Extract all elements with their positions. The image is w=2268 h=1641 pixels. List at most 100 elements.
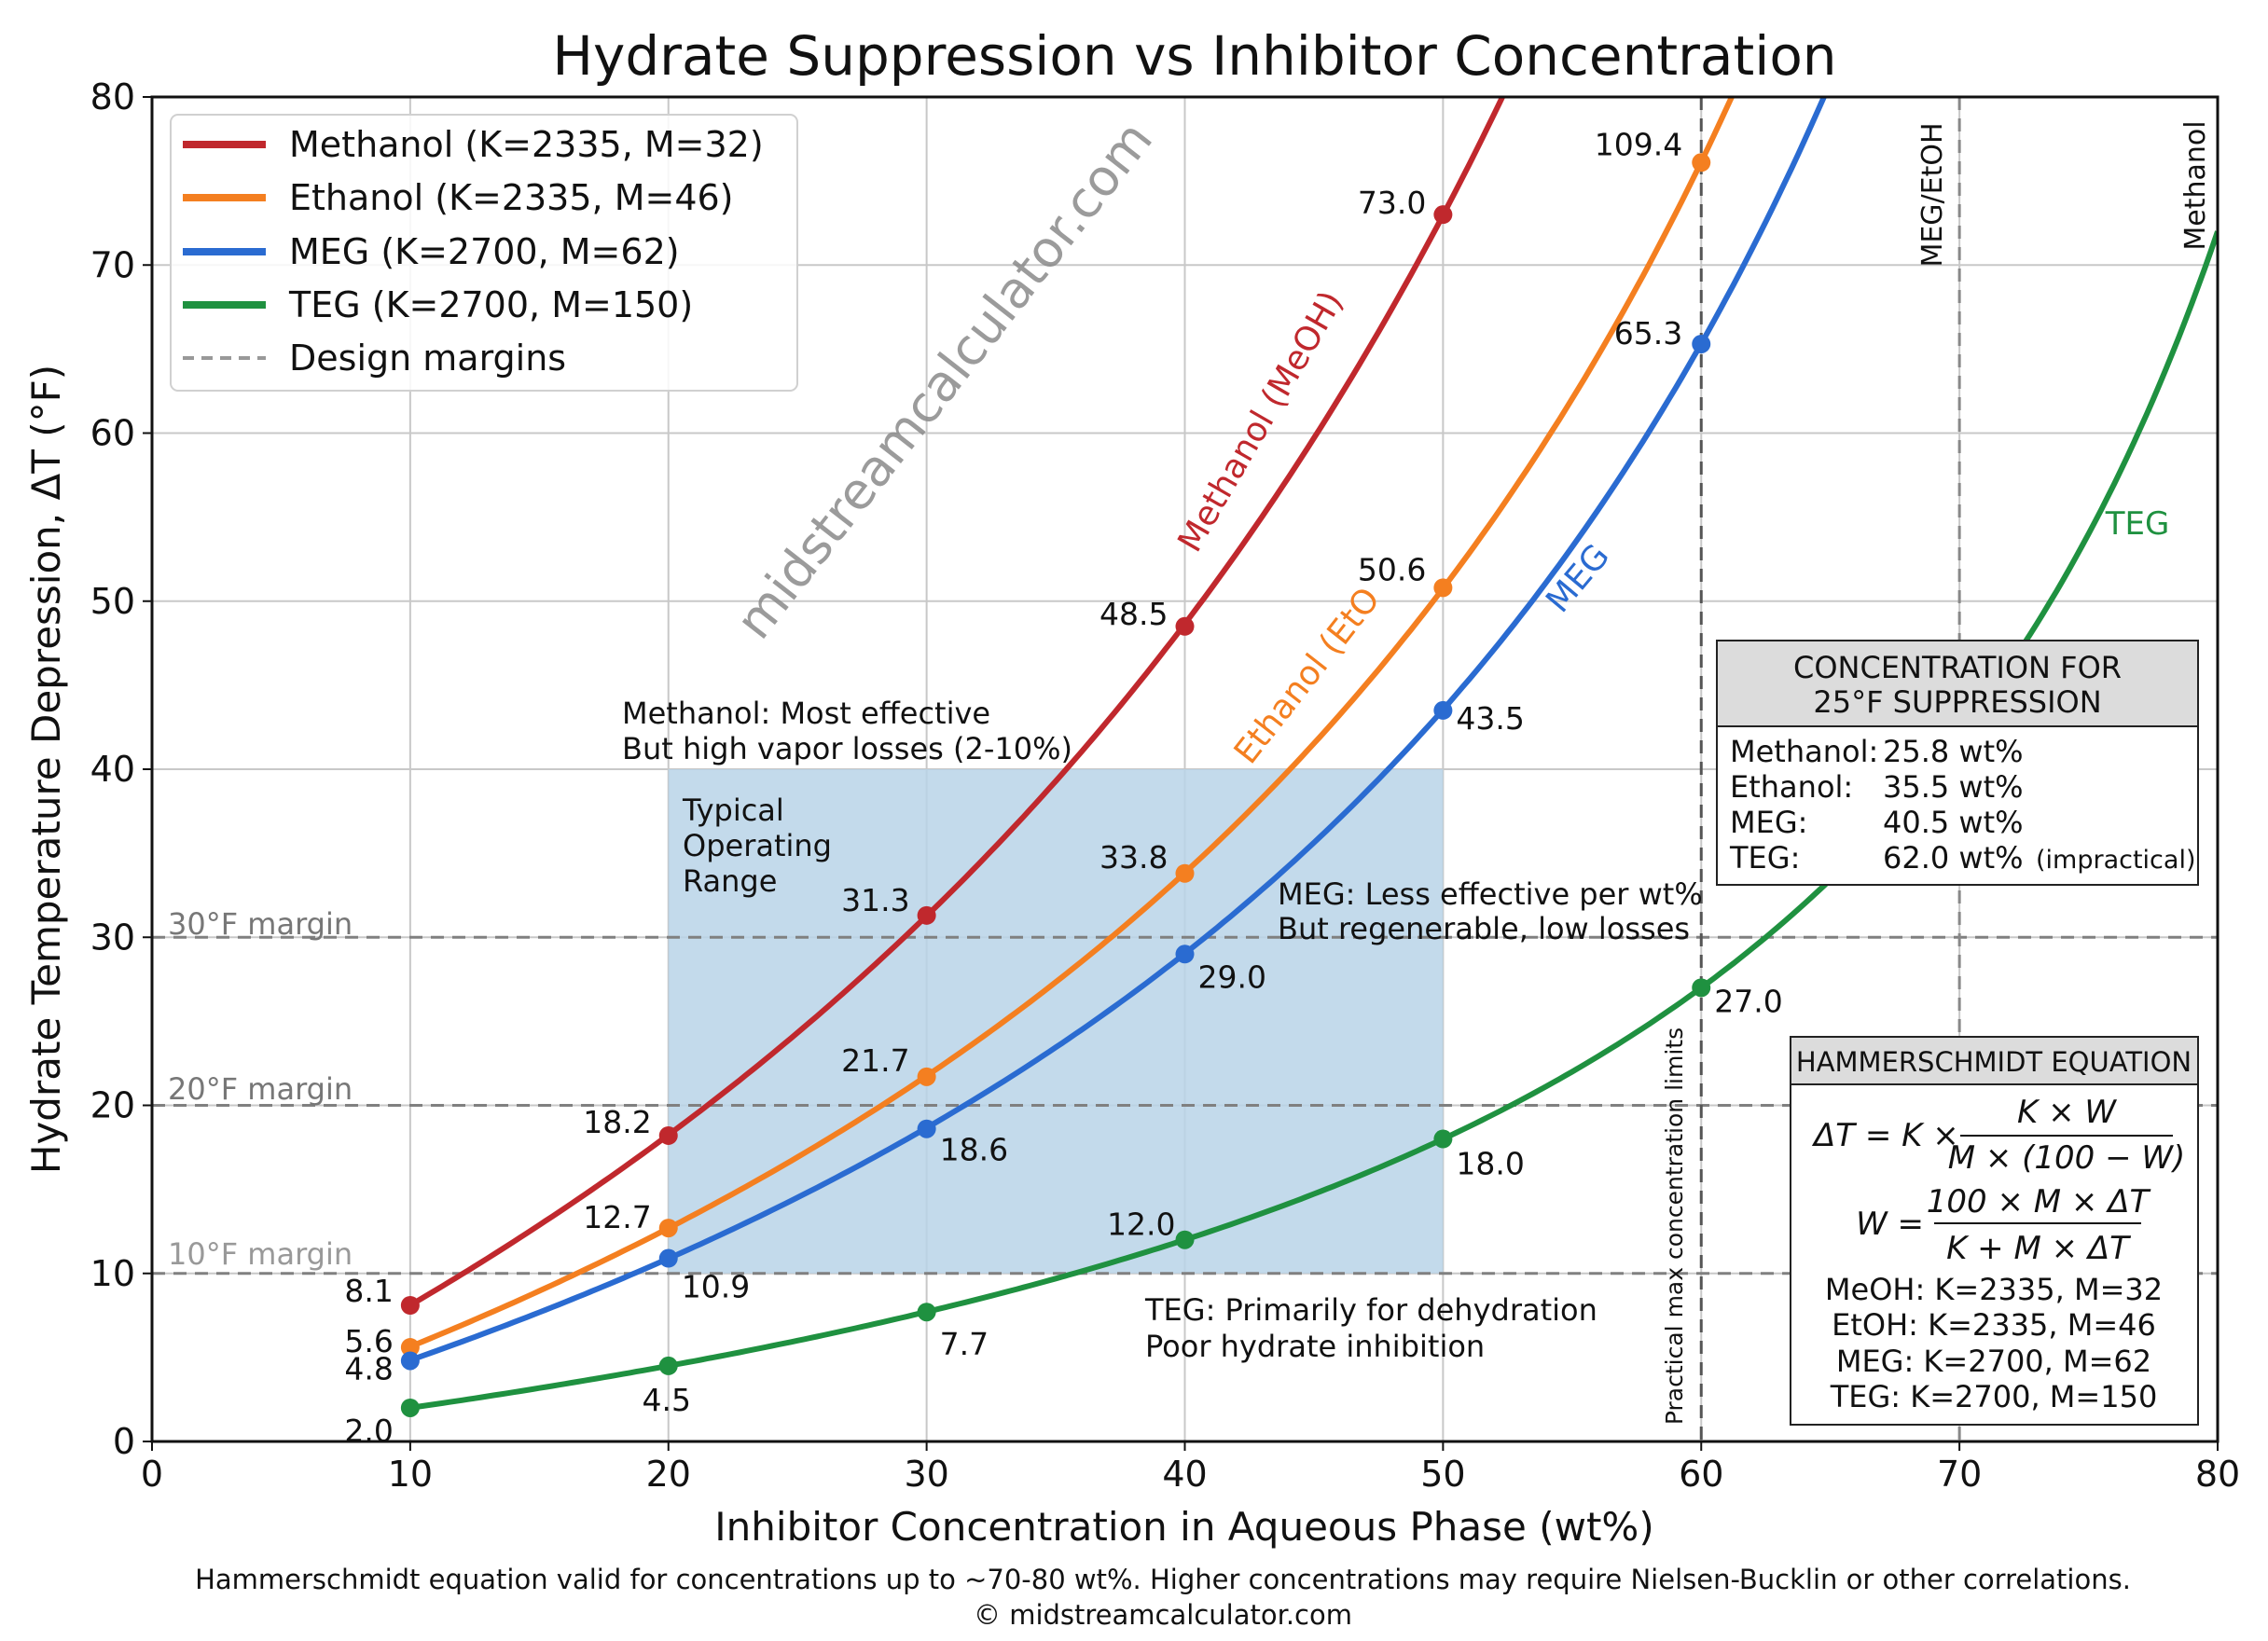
data-label: 27.0 [1714,983,1782,1019]
margin-label-10: 10°F margin [168,1236,353,1272]
concentration-row-label: Methanol: [1730,734,1878,769]
x-tick-label: 80 [2195,1454,2240,1495]
annotation-methanol-2: But high vapor losses (2-10%) [622,731,1072,766]
x-tick-label: 50 [1420,1454,1465,1495]
y-tick-label: 60 [90,413,135,454]
plot-area: 0 10 20 30 40 50 60 70 80 0 10 20 30 40 50 60 70 80 8.1 18.… [90,76,2241,1495]
data-label: 109.4 [1595,126,1682,162]
y-tick-label: 50 [90,581,135,622]
data-label: 10.9 [682,1269,750,1305]
equation-2-denominator: K + M × ΔT [1946,1230,2131,1267]
concentration-box: CONCENTRATION FOR 25°F SUPPRESSION Metha… [1716,640,2199,886]
data-point [400,1338,420,1358]
concentration-row-value: 40.5 wt% [1883,805,2024,840]
concentration-row-value: 25.8 wt% [1883,734,2024,769]
equation-box: HAMMERSCHMIDT EQUATION ΔT = K × K × W M … [1790,1036,2199,1426]
concentration-row-value: 62.0 wt% [1883,840,2024,876]
data-label: 12.0 [1107,1207,1175,1243]
footer-note: Hammerschmidt equation valid for concent… [195,1564,2131,1595]
data-point [917,905,936,925]
data-label: 18.2 [583,1104,651,1140]
data-label: 7.7 [940,1326,989,1362]
limit-label-70: MEG/EtOH [1916,122,1949,267]
legend-label-teg: TEG (K=2700, M=150) [288,284,693,325]
y-tick-label: 80 [90,76,135,117]
data-label: 29.0 [1198,958,1266,995]
data-label: 50.6 [1358,551,1426,587]
data-label: 33.8 [1099,839,1168,876]
legend-label-meg: MEG (K=2700, M=62) [289,231,680,272]
concentration-row-label: Ethanol: [1730,769,1853,805]
margin-label-30: 30°F margin [168,906,353,942]
y-axis-label: Hydrate Temperature Depression, ΔT (°F) [23,365,69,1174]
equation-2-numerator: 100 × M × ΔT [1927,1183,2151,1220]
data-point [917,1067,936,1086]
margin-label-20: 20°F margin [168,1071,353,1107]
y-tick-label: 0 [113,1421,135,1462]
x-tick-label: 60 [1679,1454,1723,1495]
data-label: 18.0 [1456,1146,1524,1182]
data-point [1175,1230,1195,1249]
x-tick-label: 0 [141,1454,163,1495]
data-point [1692,153,1711,172]
annotation-meg-1: MEG: Less effective per wt% [1278,876,1703,912]
data-label: 43.5 [1456,700,1524,737]
equation-box-title: HAMMERSCHMIDT EQUATION [1796,1046,2192,1078]
equation-1-numerator: K × W [2017,1094,2117,1131]
data-point [400,1398,420,1417]
data-point [400,1351,420,1371]
operating-range-label-1: Typical [682,793,784,828]
x-axis-label: Inhibitor Concentration in Aqueous Phase… [714,1504,1653,1550]
equation-param-etoh: EtOH: K=2335, M=46 [1832,1307,2156,1343]
data-label: 8.1 [344,1273,393,1309]
x-tick-label: 70 [1937,1454,1982,1495]
concentration-row-label: MEG: [1730,805,1807,840]
data-point [658,1248,678,1268]
equation-param-teg: TEG: K=2700, M=150 [1830,1379,2158,1414]
operating-range-label-2: Operating [683,828,832,863]
data-label: 48.5 [1099,596,1168,632]
concentration-box-title-1: CONCENTRATION FOR [1793,650,2122,685]
x-tick-label: 30 [904,1454,948,1495]
equation-param-meoh: MeOH: K=2335, M=32 [1825,1272,2163,1307]
data-label: 12.7 [583,1199,651,1235]
data-point [917,1303,936,1322]
y-tick-label: 40 [90,749,135,790]
data-point [1692,978,1711,998]
y-tick-label: 70 [90,244,135,285]
data-label: 31.3 [841,882,909,918]
data-label: 73.0 [1358,185,1426,221]
curve-label-ethanol: Ethanol (EtO [1227,581,1388,771]
chart-title: Hydrate Suppression vs Inhibitor Concent… [552,24,1836,88]
data-point [1175,863,1195,883]
equation-2-left: W = [1856,1206,1924,1243]
annotation-meg-2: But regenerable, low losses [1278,911,1690,946]
x-tick-label: 40 [1162,1454,1207,1495]
data-point [1433,700,1453,720]
equation-1-left: ΔT = K × [1811,1117,1959,1154]
data-point [1433,578,1453,598]
series-line-1 [408,97,1736,1350]
data-point [1175,616,1195,636]
x-tick-label: 20 [646,1454,691,1495]
data-label: 4.8 [344,1350,393,1386]
legend-label-methanol: Methanol (K=2335, M=32) [289,124,764,165]
data-point [1433,205,1453,225]
x-tick-label: 10 [388,1454,433,1495]
data-point [400,1295,420,1315]
data-label: 65.3 [1614,315,1682,352]
concentration-row-value: 35.5 wt% [1883,769,2024,805]
y-tick-label: 10 [90,1253,135,1294]
annotation-teg-1: TEG: Primarily for dehydration [1144,1292,1597,1328]
operating-range-label-3: Range [683,863,777,899]
series-line-2 [408,97,1828,1363]
limit-label-60: Practical max concentration limits [1661,1027,1688,1425]
data-point [658,1356,678,1375]
equation-1-denominator: M × (100 − W) [1948,1139,2186,1177]
concentration-row-note: (impractical) [2036,846,2195,875]
legend-label-design-margins: Design margins [289,338,566,379]
y-tick-label: 30 [90,917,135,958]
y-tick-label: 20 [90,1085,135,1126]
data-label: 18.6 [940,1132,1008,1168]
